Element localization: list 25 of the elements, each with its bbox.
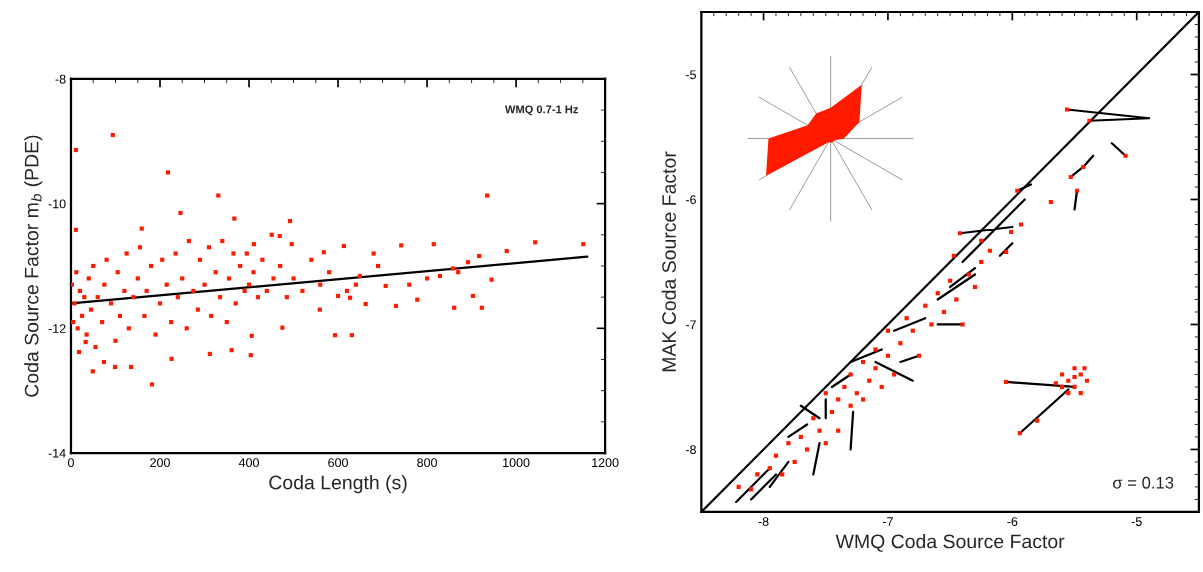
- annotation: WMQ 0.7-1 Hz: [504, 105, 578, 116]
- x-tick-label: 1200: [592, 458, 619, 468]
- x-tick-label: -8: [758, 517, 769, 526]
- x-tick-label: -6: [1007, 517, 1018, 526]
- x-axis-title: Coda Length (s): [269, 475, 407, 494]
- x-axis-title: WMQ Coda Source Factor: [835, 534, 1065, 552]
- y-tick-label: -5: [685, 70, 696, 80]
- y-tick-label: -14: [48, 448, 66, 458]
- annotation: σ = 0.13: [1113, 476, 1174, 489]
- y-tick-label: -6: [685, 195, 696, 205]
- y-tick-label: -8: [55, 74, 66, 84]
- x-tick-label: -7: [882, 517, 893, 526]
- y-tick-label: -10: [48, 199, 66, 209]
- x-tick-label: 1000: [503, 458, 530, 468]
- x-tick-label: 600: [328, 458, 348, 468]
- y-tick-label: -8: [685, 445, 696, 455]
- y-axis-title: Coda Source Factor m$_{b}$ (PDE): [24, 135, 43, 397]
- x-tick-label: 400: [238, 458, 259, 468]
- y-tick-label: -7: [685, 320, 696, 329]
- y-axis-title: MAK Coda Source Factor: [661, 151, 676, 372]
- y-tick-label: -12: [48, 324, 66, 333]
- x-tick-label: 0: [67, 458, 74, 468]
- x-tick-label: 200: [150, 458, 170, 468]
- x-tick-label: 800: [417, 458, 437, 468]
- x-tick-label: -5: [1131, 517, 1142, 526]
